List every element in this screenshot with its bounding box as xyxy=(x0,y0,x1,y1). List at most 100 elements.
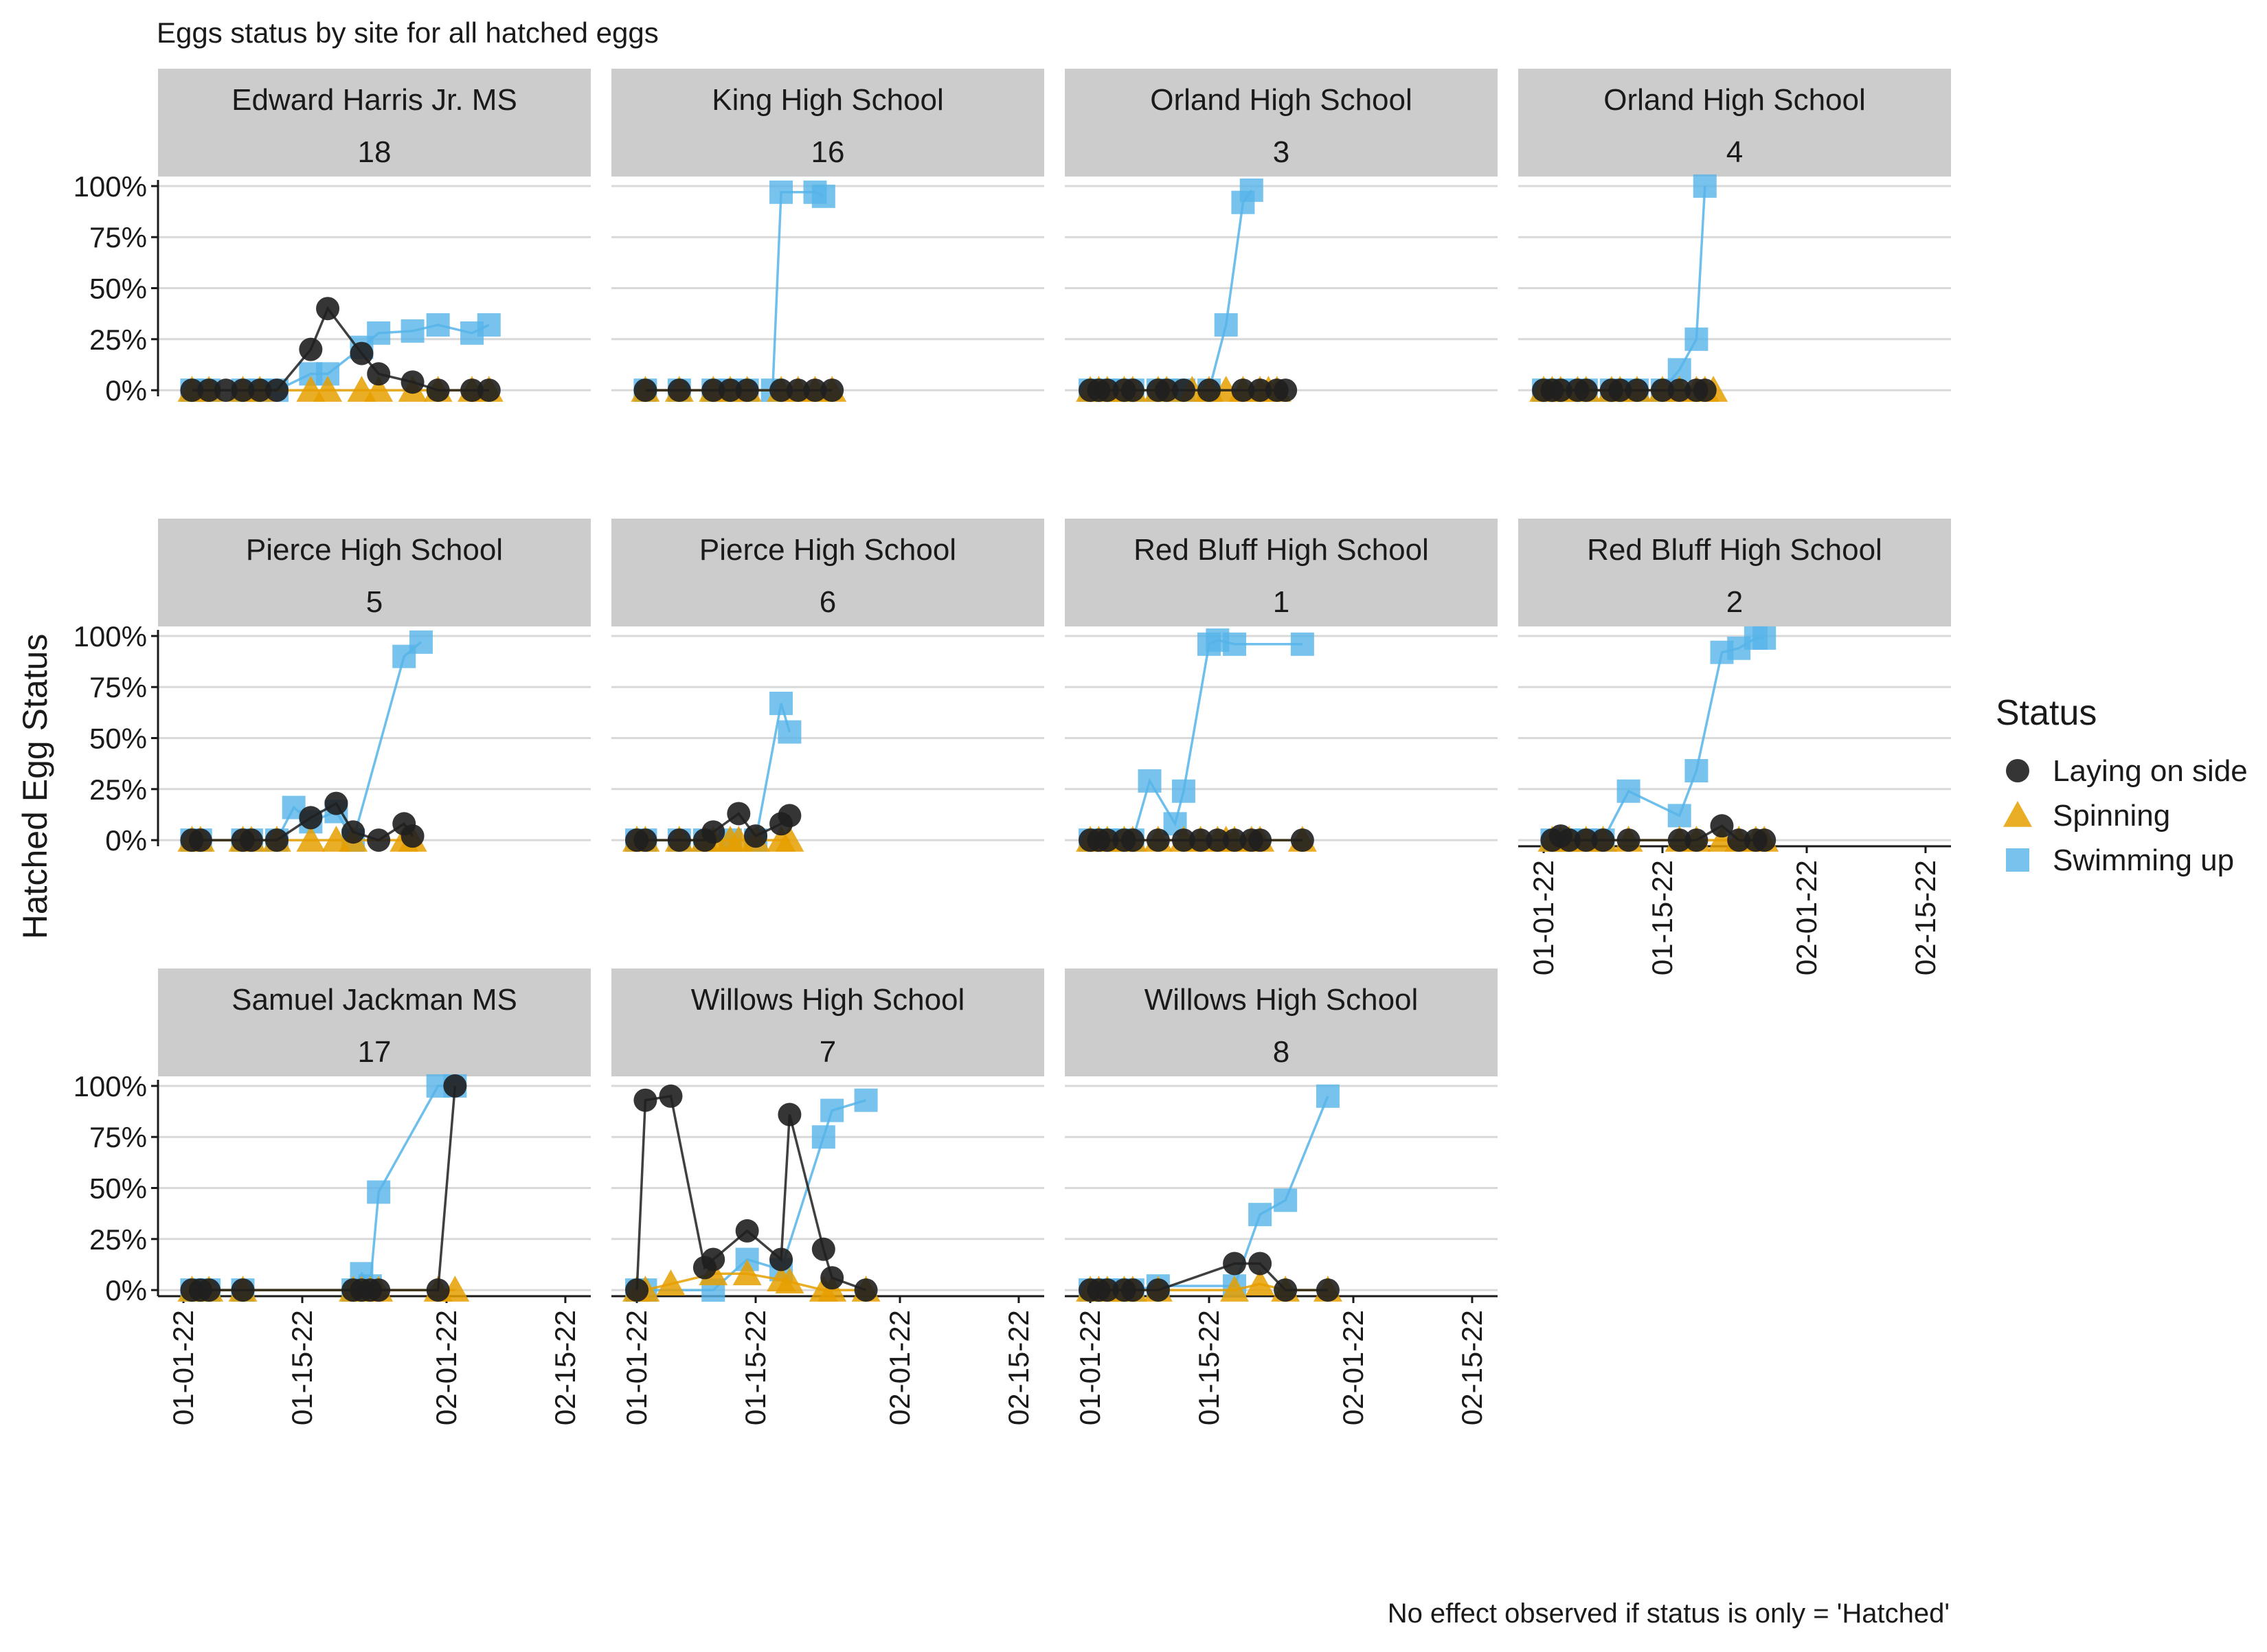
data-point xyxy=(1684,759,1708,783)
y-tick-label: 50% xyxy=(89,273,147,305)
data-point xyxy=(1290,632,1314,656)
facet-site-label: Pierce High School xyxy=(246,533,503,567)
data-point xyxy=(426,378,450,403)
data-point xyxy=(1693,378,1717,403)
facet-site-label: Samuel Jackman MS xyxy=(232,983,517,1017)
y-tick-label: 100% xyxy=(74,1070,147,1102)
facet-id-label: 1 xyxy=(1273,585,1289,619)
facet-panel: Red Bluff High School 2 01-01-22 01-15-22 02… xyxy=(1518,519,1951,975)
facet-strip xyxy=(1065,969,1498,1076)
data-point xyxy=(820,378,844,403)
chart-caption: No effect observed if status is only = '… xyxy=(1388,1598,1950,1629)
y-tick-label: 75% xyxy=(89,671,147,703)
data-point xyxy=(1239,178,1263,202)
data-point xyxy=(1574,378,1598,403)
data-point xyxy=(1146,828,1170,852)
data-point xyxy=(1223,1252,1247,1276)
data-point xyxy=(811,1125,835,1149)
data-point xyxy=(1171,828,1195,852)
legend-key xyxy=(2006,848,2029,872)
data-point xyxy=(313,376,343,402)
data-point xyxy=(1171,378,1195,403)
facet-id-label: 2 xyxy=(1726,585,1743,619)
data-point xyxy=(350,341,374,365)
data-point xyxy=(477,378,501,403)
data-point xyxy=(1290,828,1314,852)
data-point xyxy=(1248,1252,1272,1276)
data-point xyxy=(1548,378,1572,403)
facet-site-label: Orland High School xyxy=(1150,83,1412,117)
data-point xyxy=(1667,804,1691,828)
data-point xyxy=(1248,1203,1272,1227)
data-point xyxy=(324,791,348,815)
data-point xyxy=(1274,1278,1298,1302)
data-point xyxy=(1188,828,1213,852)
y-tick-label: 50% xyxy=(89,723,147,755)
data-point xyxy=(1138,769,1162,793)
data-point xyxy=(426,1278,450,1302)
data-point xyxy=(769,180,793,204)
data-point xyxy=(701,1247,725,1271)
data-point xyxy=(231,378,255,403)
data-point xyxy=(811,184,835,208)
data-point xyxy=(775,826,804,852)
data-point xyxy=(180,378,204,403)
series-line xyxy=(1090,189,1253,392)
facet-panel: Samuel Jackman MS 17 0% 25% 50% 75% 100% 01-01-… xyxy=(74,969,591,1425)
x-tick-label: 02-01-22 xyxy=(883,1310,916,1425)
facet-site-label: King High School xyxy=(712,83,944,117)
data-point xyxy=(1095,828,1119,852)
legend-key xyxy=(2003,801,2032,827)
data-point xyxy=(367,1180,391,1204)
data-point xyxy=(443,1074,467,1098)
x-tick-label: 02-01-22 xyxy=(430,1310,462,1425)
x-tick-label: 01-15-22 xyxy=(1646,860,1678,975)
data-point xyxy=(409,630,433,654)
data-point xyxy=(1248,378,1272,403)
facet-id-label: 6 xyxy=(820,585,836,619)
x-tick-label: 01-15-22 xyxy=(739,1310,771,1425)
data-point xyxy=(633,378,657,403)
x-tick-label: 02-15-22 xyxy=(1909,860,1941,975)
data-point xyxy=(1316,1278,1340,1302)
facet-panel: Orland High School 4 xyxy=(1518,69,1951,403)
data-point xyxy=(1120,378,1144,403)
data-point xyxy=(1220,1276,1250,1302)
data-point xyxy=(633,828,657,852)
data-point xyxy=(477,313,501,337)
data-point xyxy=(1693,174,1717,198)
data-point xyxy=(364,376,394,402)
data-point xyxy=(1574,828,1598,852)
facet-strip xyxy=(1518,519,1951,626)
facet-strip xyxy=(611,519,1044,626)
data-point xyxy=(701,820,725,844)
data-point xyxy=(1684,828,1708,852)
x-tick-label: 01-01-22 xyxy=(1074,1310,1106,1425)
data-point xyxy=(1231,378,1255,403)
facet-id-label: 7 xyxy=(820,1035,836,1069)
data-point xyxy=(1171,779,1195,803)
data-point xyxy=(264,378,289,403)
data-point xyxy=(1616,828,1640,852)
data-point xyxy=(778,720,802,744)
facet-strip xyxy=(611,969,1044,1076)
data-point xyxy=(1727,828,1751,852)
data-point xyxy=(667,378,691,403)
data-point xyxy=(1752,828,1777,852)
data-point xyxy=(775,1267,804,1293)
x-tick-label: 02-15-22 xyxy=(549,1310,581,1425)
x-tick-label: 02-01-22 xyxy=(1790,860,1823,975)
facet-id-label: 5 xyxy=(366,585,383,619)
facet-id-label: 8 xyxy=(1273,1035,1289,1069)
data-point xyxy=(1316,1084,1340,1108)
data-point xyxy=(1667,828,1691,852)
facet-id-label: 18 xyxy=(358,135,392,169)
facet-id-label: 17 xyxy=(358,1035,392,1069)
data-point xyxy=(820,1098,844,1122)
facet-strip xyxy=(1065,519,1498,626)
data-point xyxy=(197,378,221,403)
data-point xyxy=(401,824,425,848)
data-point xyxy=(1120,1278,1144,1302)
